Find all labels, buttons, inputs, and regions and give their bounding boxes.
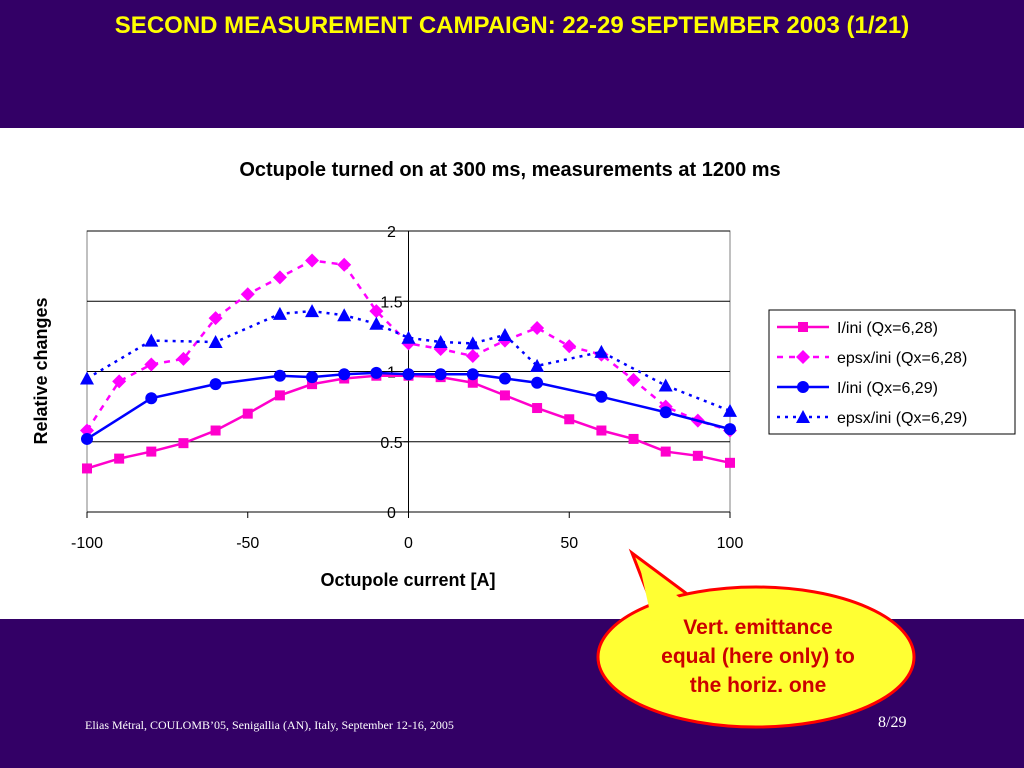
series-2-point <box>305 253 320 268</box>
series-4-point <box>401 330 416 344</box>
x-tick-label: -50 <box>236 535 259 552</box>
series-3-point <box>209 378 222 391</box>
series-2-point <box>465 349 480 364</box>
series-2-point <box>80 423 94 438</box>
series-2-point <box>337 257 352 272</box>
series-1-point <box>692 450 703 461</box>
line-chart: Octupole turned on at 300 ms, measuremen… <box>31 159 1016 590</box>
series-1-point <box>274 390 285 401</box>
x-tick-label: 50 <box>560 535 578 552</box>
series-3-point <box>595 390 608 403</box>
legend-marker-1 <box>798 322 808 332</box>
callout-bubble <box>596 548 916 729</box>
page-number: 8/29 <box>878 714 907 731</box>
series-4-point <box>497 327 512 341</box>
legend <box>768 309 1016 435</box>
series-3-point <box>145 392 158 405</box>
series-4-point <box>530 358 545 372</box>
series-3-point <box>338 368 351 381</box>
series-3-point <box>370 366 383 379</box>
series-1-point <box>596 425 607 436</box>
series-4-point <box>658 378 673 392</box>
chart-title: Octupole turned on at 300 ms, measuremen… <box>239 159 780 181</box>
series-4-point <box>337 308 352 322</box>
series-3-point <box>724 423 736 436</box>
series-1-point <box>146 446 157 457</box>
x-tick-label: -100 <box>71 535 103 552</box>
x-axis-label: Octupole current [A] <box>320 570 495 590</box>
series-3-point <box>402 368 415 381</box>
series-1-point <box>499 390 510 401</box>
series-3-point <box>498 372 511 385</box>
series-3-point <box>273 369 286 382</box>
series-3-point <box>434 368 447 381</box>
y-tick-label: 0 <box>387 505 396 522</box>
legend-marker-2 <box>796 350 810 364</box>
callout: Vert. emittance equal (here only) to the… <box>590 545 930 735</box>
series-4-point <box>272 306 287 320</box>
chart-panel: Octupole turned on at 300 ms, measuremen… <box>0 128 1024 619</box>
series-4-point <box>433 334 448 348</box>
series-1-point <box>467 377 478 388</box>
legend-marker-4 <box>796 410 810 423</box>
series-1-point <box>82 463 92 474</box>
x-tick-label: 0 <box>404 535 413 552</box>
series-1-point <box>114 453 125 464</box>
series-2-point <box>144 357 159 372</box>
series-4-point <box>723 403 737 417</box>
series-3-point <box>466 368 479 381</box>
series-line-4 <box>86 309 731 413</box>
footer-credit: Elias Métral, COULOMB’05, Senigallia (AN… <box>85 718 454 732</box>
series-2-point <box>369 304 384 319</box>
series-2-point <box>176 351 191 366</box>
series-1-point <box>242 408 253 419</box>
series-3-point <box>531 376 544 389</box>
x-tick-label: 100 <box>717 535 744 552</box>
series-4-point <box>594 344 609 358</box>
legend-marker-3 <box>797 381 809 393</box>
legend-label-3: I/ini (Qx=6,29) <box>837 380 938 397</box>
series-3-point <box>81 432 93 445</box>
series-1-point <box>307 379 318 390</box>
series-1-point <box>564 414 575 425</box>
series-3-point <box>659 406 672 419</box>
series-2-point <box>626 372 641 387</box>
series-1-point <box>628 433 639 444</box>
y-tick-label: 1.5 <box>380 294 402 311</box>
series-2-point <box>530 320 545 335</box>
series-2-point <box>240 287 255 302</box>
legend-label-4: epsx/ini (Qx=6,29) <box>837 410 967 427</box>
legend-label-1: I/ini (Qx=6,28) <box>837 320 938 337</box>
y-tick-label: 0.5 <box>380 435 402 452</box>
series-4-point <box>369 316 384 330</box>
callout-text: Vert. emittance equal (here only) to the… <box>661 616 855 697</box>
series-1-point <box>660 446 671 457</box>
series-4-point <box>80 371 94 385</box>
callout-ellipse <box>596 585 916 729</box>
series-1-point <box>210 425 221 436</box>
series-2-point <box>112 374 127 389</box>
series-1-point <box>725 457 735 468</box>
series-4-point <box>305 304 320 318</box>
legend-label-2: epsx/ini (Qx=6,28) <box>837 350 967 367</box>
series-line-2 <box>85 259 731 432</box>
y-tick-label: 2 <box>387 224 396 241</box>
series-4-point <box>465 336 480 350</box>
series-3-point <box>306 371 319 384</box>
series-1-point <box>532 403 543 414</box>
series-2-point <box>272 270 287 285</box>
series-4-point <box>208 334 223 348</box>
series-2-point <box>562 339 577 354</box>
series-2-point <box>208 311 223 326</box>
slide-title: SECOND MEASUREMENT CAMPAIGN: 22-29 SEPTE… <box>114 12 910 39</box>
series-4-point <box>144 333 159 347</box>
y-axis-label: Relative changes <box>31 297 51 444</box>
series-1-point <box>178 438 189 449</box>
